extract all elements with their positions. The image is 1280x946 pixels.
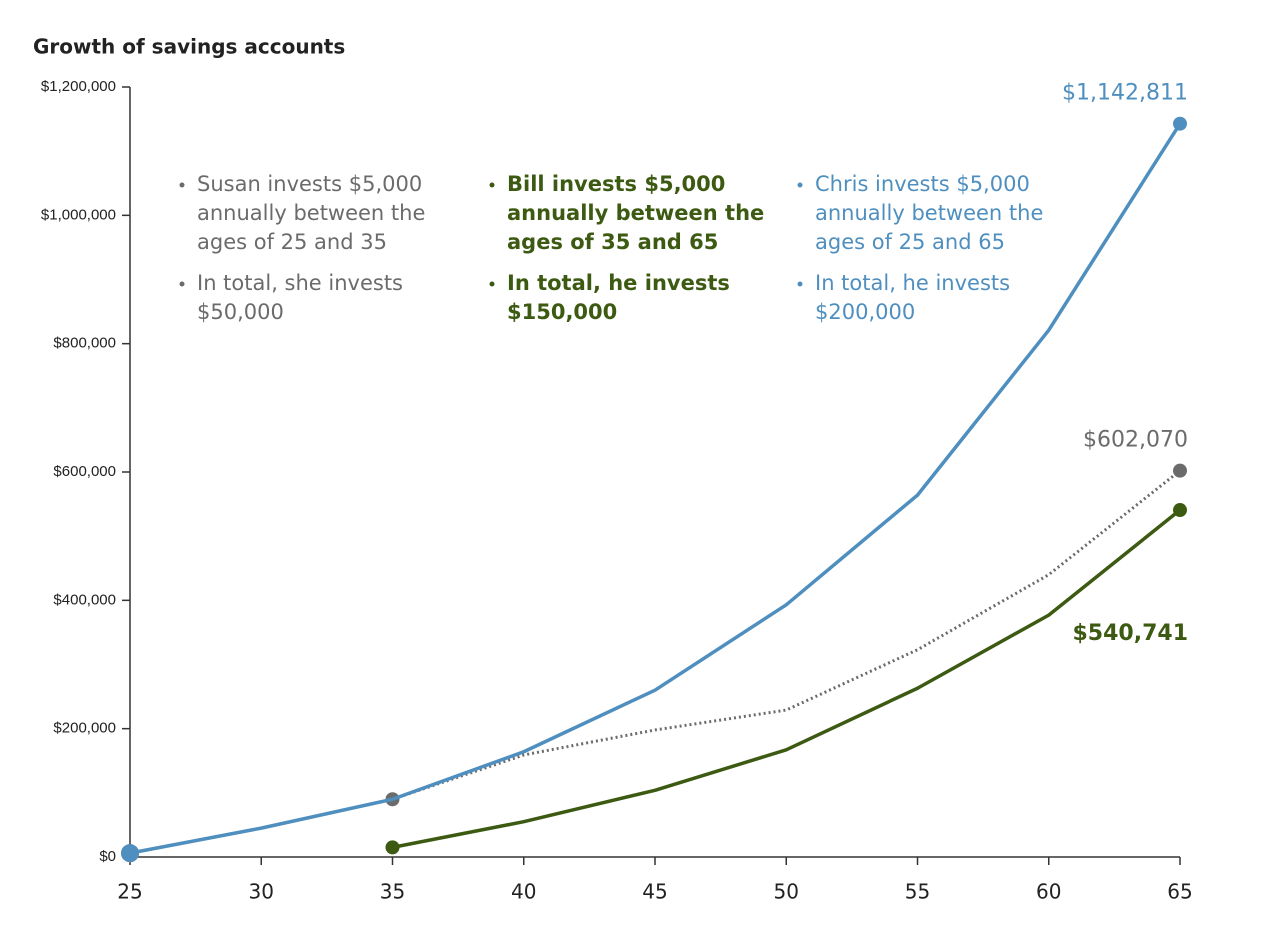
bullet xyxy=(179,281,185,287)
annotation-line: In total, she invests xyxy=(197,271,403,295)
annotation-line: $150,000 xyxy=(507,300,617,324)
point-marker xyxy=(385,840,400,855)
annotation-line: ages of 25 and 35 xyxy=(197,230,387,254)
annotation-line: ages of 35 and 65 xyxy=(507,230,718,254)
y-tick-label: $800,000 xyxy=(53,335,116,352)
y-tick-label: $1,200,000 xyxy=(41,78,116,95)
series-line xyxy=(129,469,1181,855)
bullet xyxy=(179,182,185,188)
x-tick-label: 65 xyxy=(1167,880,1192,904)
annotation-line: annually between the xyxy=(197,201,425,225)
x-tick-label: 40 xyxy=(511,880,536,904)
point-marker xyxy=(121,844,139,863)
point-marker xyxy=(1173,463,1187,478)
bullet xyxy=(797,281,803,287)
x-tick-label: 30 xyxy=(249,880,274,904)
annotation-line: annually between the xyxy=(507,201,764,225)
x-tick-label: 60 xyxy=(1036,880,1061,904)
y-tick-label: $1,000,000 xyxy=(41,206,116,223)
y-tick-label: $400,000 xyxy=(53,591,116,608)
x-tick-label: 45 xyxy=(642,880,667,904)
bullet xyxy=(797,182,803,188)
annotation-line: Susan invests $5,000 xyxy=(197,172,422,196)
annotation-line: annually between the xyxy=(815,201,1043,225)
x-tick-label: 25 xyxy=(117,880,142,904)
annotation-line: Bill invests $5,000 xyxy=(507,172,725,196)
bullet xyxy=(489,281,495,287)
x-tick-label: 55 xyxy=(905,880,930,904)
y-tick-label: $200,000 xyxy=(53,720,116,737)
point-marker xyxy=(1173,503,1187,518)
chart-title: Growth of savings accounts xyxy=(33,35,345,59)
annotation-line: $50,000 xyxy=(197,300,284,324)
annotation-line: ages of 25 and 65 xyxy=(815,230,1005,254)
bullet xyxy=(489,182,495,188)
data-label: $540,741 xyxy=(1072,621,1188,646)
x-tick-label: 35 xyxy=(380,880,405,904)
annotation-line: $200,000 xyxy=(815,300,915,324)
series-line xyxy=(129,122,1182,855)
annotation-line: Chris invests $5,000 xyxy=(815,172,1030,196)
x-tick-label: 50 xyxy=(774,880,799,904)
y-tick-label: $600,000 xyxy=(53,463,116,480)
annotation-line: In total, he invests xyxy=(507,271,730,295)
series-line xyxy=(392,508,1182,850)
data-label: $602,070 xyxy=(1083,428,1188,453)
y-tick-label: $0 xyxy=(99,848,116,865)
annotation-line: In total, he invests xyxy=(815,271,1010,295)
data-label: $1,142,811 xyxy=(1062,81,1188,106)
point-marker xyxy=(1173,116,1187,131)
